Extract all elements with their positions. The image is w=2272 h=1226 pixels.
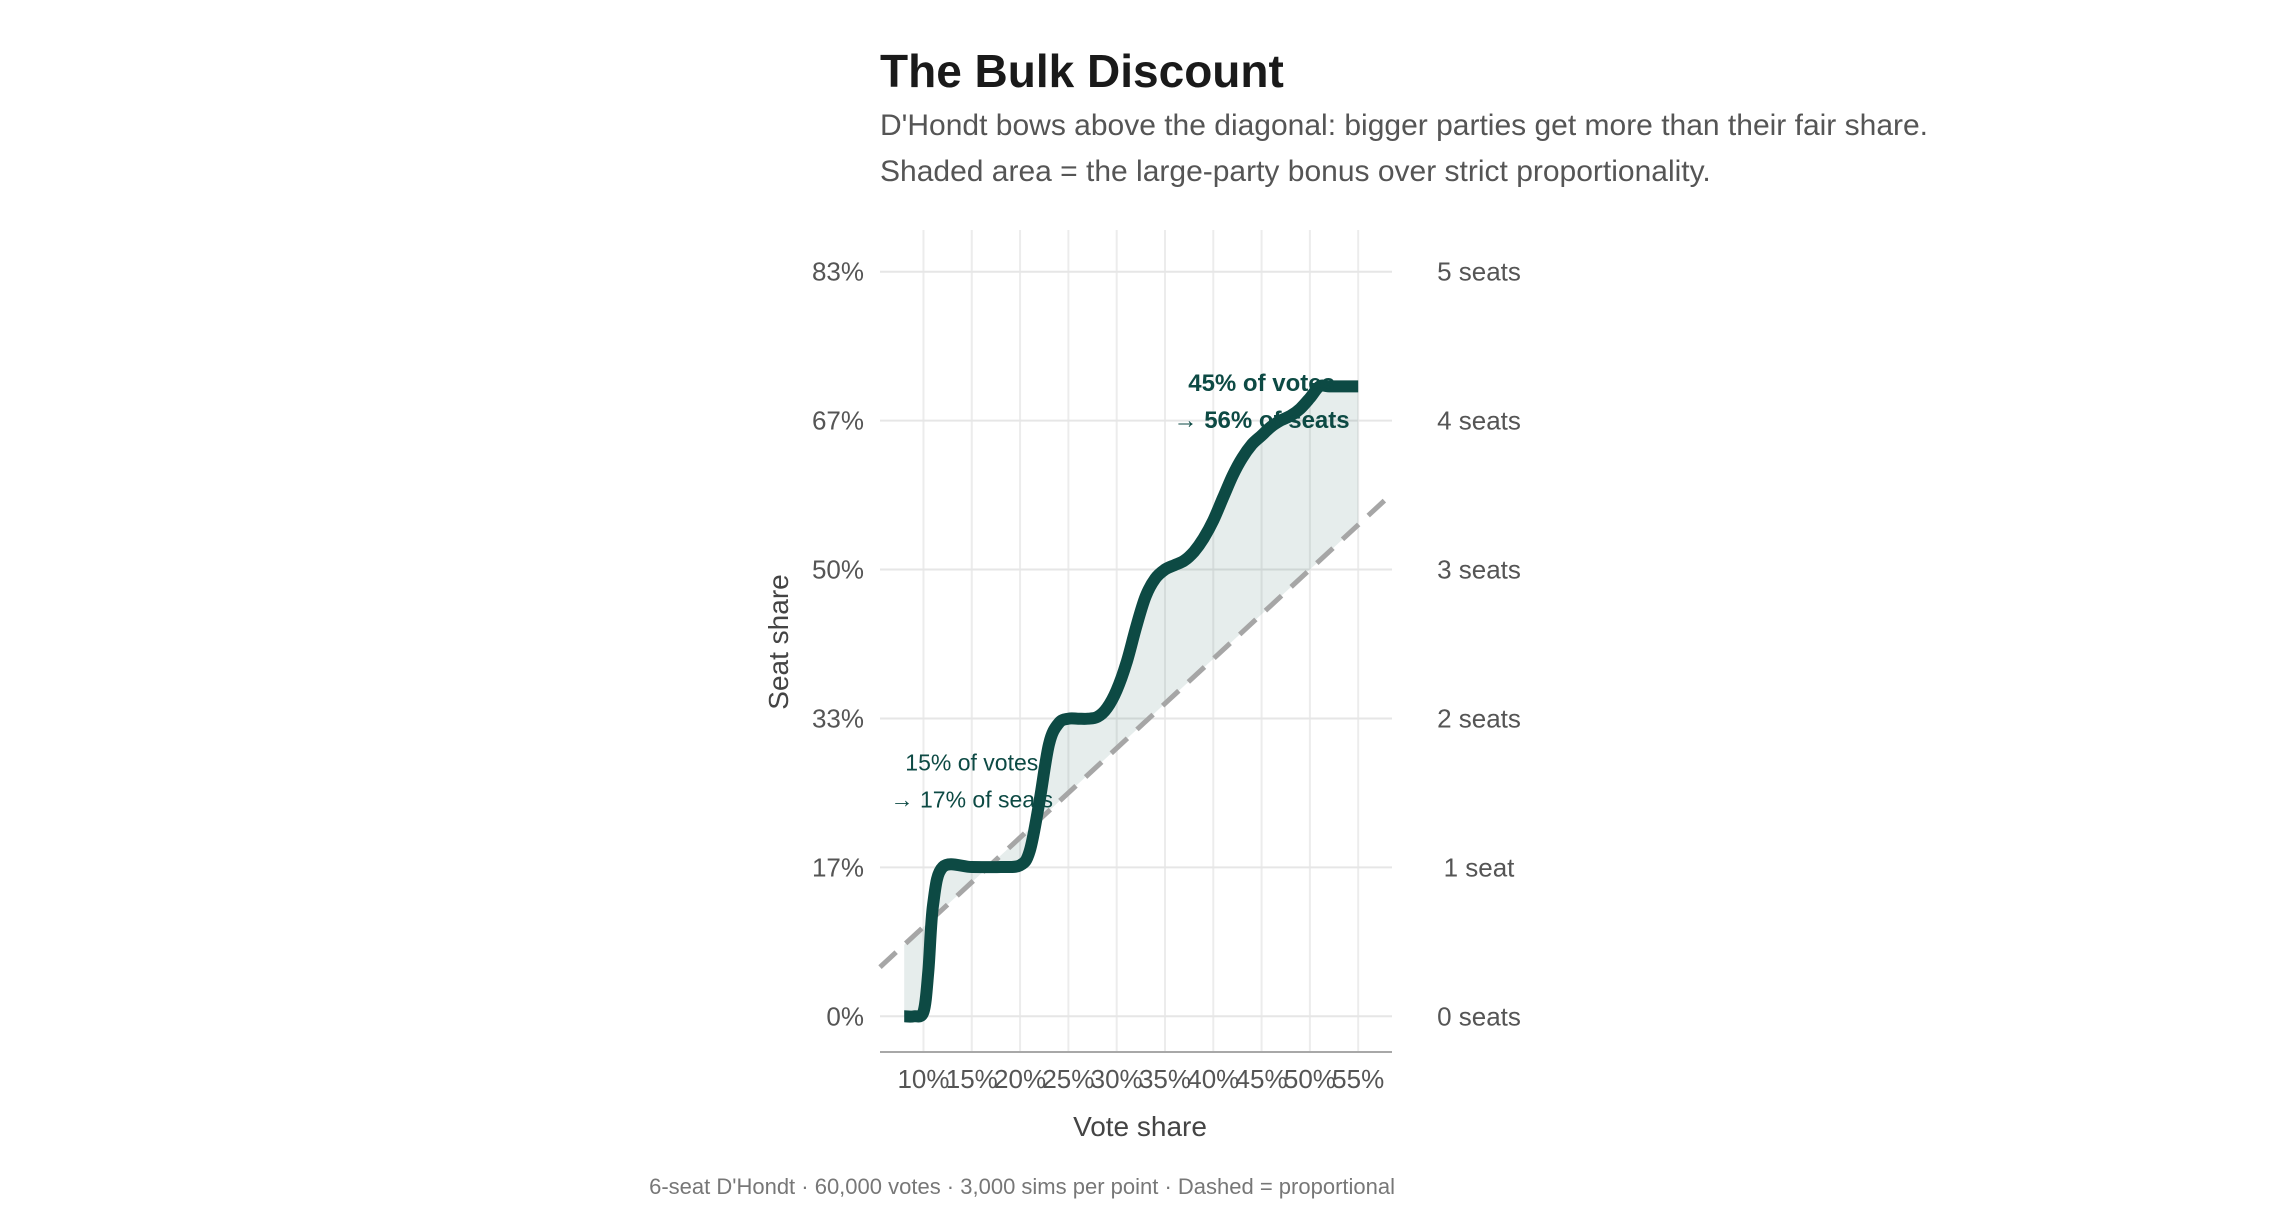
- annotation-text: → 17% of seats: [891, 787, 1053, 813]
- x-tick-label: 45%: [1236, 1064, 1288, 1094]
- seat-share-line: [903, 379, 1359, 1023]
- x-tick-label: 10%: [897, 1064, 949, 1094]
- y2-tick-label: 2 seats: [1437, 703, 1521, 733]
- y-axis-label: Seat share: [763, 574, 794, 709]
- series-lines: [878, 379, 1394, 1023]
- y2-tick-label: 0 seats: [1437, 1001, 1521, 1031]
- y-tick-label: 0%: [826, 1001, 864, 1031]
- y-tick-label: 83%: [812, 257, 864, 287]
- x-tick-label: 20%: [994, 1064, 1046, 1094]
- x-tick-label: 50%: [1284, 1064, 1336, 1094]
- x-tick-label: 55%: [1332, 1064, 1384, 1094]
- y-tick-label: 17%: [812, 852, 864, 882]
- annotation-text: → 56% of seats: [1174, 407, 1350, 434]
- chart-caption: 6-seat D'Hondt · 60,000 votes · 3,000 si…: [649, 1174, 1395, 1199]
- bonus-area-fill: [904, 386, 1359, 1017]
- x-tick-label: 15%: [946, 1064, 998, 1094]
- x-tick-label: 35%: [1139, 1064, 1191, 1094]
- y2-tick-label: 3 seats: [1437, 555, 1521, 585]
- y-tick-label: 50%: [812, 555, 864, 585]
- bonus-area: [904, 386, 1359, 1017]
- axes: 10%15%20%25%30%35%40%45%50%55%0%17%33%50…: [812, 257, 1521, 1094]
- x-axis-label: Vote share: [1073, 1111, 1207, 1142]
- y2-tick-label: 1 seat: [1444, 852, 1516, 882]
- chart-subtitle-line-2: Shaded area = the large-party bonus over…: [880, 155, 1711, 188]
- y2-tick-label: 4 seats: [1437, 406, 1521, 436]
- annotation-text: 45% of votes: [1188, 370, 1335, 397]
- proportional-line: [878, 491, 1394, 969]
- chart-title: The Bulk Discount: [880, 45, 1284, 97]
- x-tick-label: 40%: [1187, 1064, 1239, 1094]
- annotations: 15% of votes → 17% of seats 45% of votes → …: [891, 370, 1350, 813]
- y2-tick-label: 5 seats: [1437, 257, 1521, 287]
- chart-subtitle-line-1: D'Hondt bows above the diagonal: bigger …: [880, 109, 1928, 142]
- y-tick-label: 33%: [812, 703, 864, 733]
- y-tick-label: 67%: [812, 406, 864, 436]
- x-tick-label: 30%: [1091, 1064, 1143, 1094]
- annotation-text: 15% of votes: [905, 750, 1038, 776]
- x-tick-label: 25%: [1042, 1064, 1094, 1094]
